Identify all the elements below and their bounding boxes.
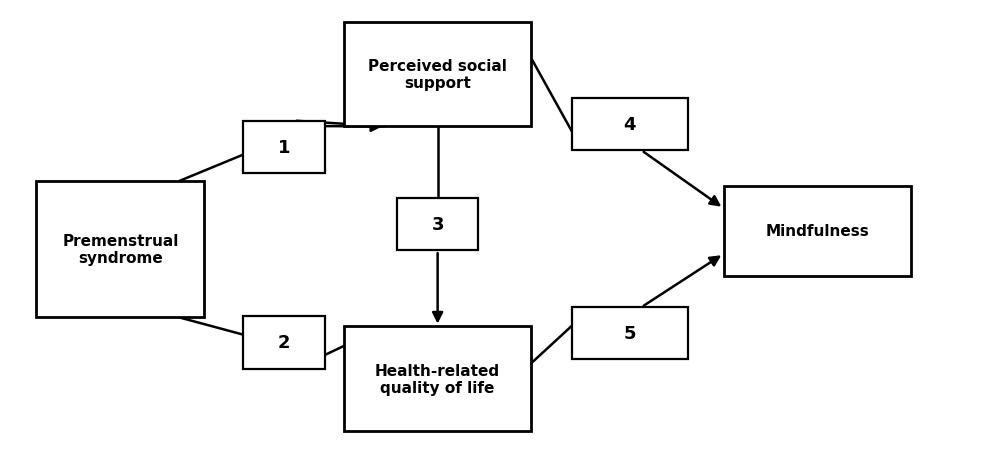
Text: 1: 1 (278, 138, 290, 156)
Bar (572, 99, 688, 151)
Text: Perceived social
support: Perceived social support (368, 59, 507, 91)
Text: Premenstrual
syndrome: Premenstrual syndrome (62, 233, 179, 266)
Bar (243, 317, 325, 369)
Bar (396, 199, 479, 251)
Bar (243, 121, 325, 174)
Text: 3: 3 (432, 216, 443, 234)
Text: 4: 4 (624, 116, 636, 134)
Bar (344, 327, 532, 431)
Bar (572, 307, 688, 360)
Bar (36, 181, 204, 318)
Text: 2: 2 (278, 334, 290, 351)
Text: Health-related
quality of life: Health-related quality of life (375, 363, 500, 395)
Text: Mindfulness: Mindfulness (765, 224, 869, 239)
Bar (724, 186, 911, 277)
Bar (344, 23, 532, 127)
Text: 5: 5 (624, 325, 636, 343)
